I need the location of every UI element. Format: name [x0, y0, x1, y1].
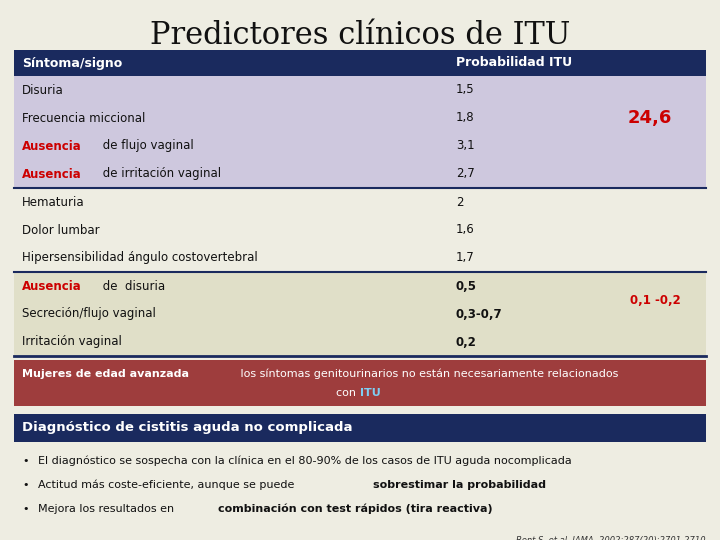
Text: Hipersensibilidad ángulo costovertebral: Hipersensibilidad ángulo costovertebral: [22, 252, 258, 265]
Text: Ausencia: Ausencia: [22, 139, 82, 152]
Text: Hematuria: Hematuria: [22, 195, 85, 208]
Text: sobrestimar la probabilidad: sobrestimar la probabilidad: [374, 480, 546, 490]
Text: Disuria: Disuria: [22, 84, 64, 97]
Bar: [14, 104, 706, 132]
Text: •: •: [22, 480, 29, 490]
Bar: [14, 272, 706, 300]
Text: Irritación vaginal: Irritación vaginal: [22, 335, 122, 348]
Text: Secreción/flujo vaginal: Secreción/flujo vaginal: [22, 307, 156, 321]
Text: Mejora los resultados en: Mejora los resultados en: [38, 504, 178, 514]
Text: Frecuencia miccional: Frecuencia miccional: [22, 111, 145, 125]
Text: de irritación vaginal: de irritación vaginal: [99, 167, 221, 180]
Bar: [14, 244, 706, 272]
Text: Bent S, et al. JAMA. 2002;287(20):2701-2710: Bent S, et al. JAMA. 2002;287(20):2701-2…: [516, 536, 706, 540]
Text: ITU: ITU: [360, 388, 381, 398]
Text: 3,1: 3,1: [456, 139, 474, 152]
Text: 24,6: 24,6: [628, 109, 672, 127]
Text: Dolor lumbar: Dolor lumbar: [22, 224, 99, 237]
Text: 0,2: 0,2: [456, 335, 477, 348]
Text: los síntomas genitourinarios no están necesariamente relacionados: los síntomas genitourinarios no están ne…: [238, 368, 619, 379]
Bar: [14, 414, 706, 442]
Text: de  disuria: de disuria: [99, 280, 165, 293]
Text: 1,7: 1,7: [456, 252, 474, 265]
Text: 1,6: 1,6: [456, 224, 474, 237]
Bar: [14, 360, 706, 406]
Text: Actitud más coste-eficiente, aunque se puede: Actitud más coste-eficiente, aunque se p…: [38, 480, 298, 490]
Text: 1,8: 1,8: [456, 111, 474, 125]
Bar: [14, 328, 706, 356]
Bar: [14, 76, 706, 104]
Text: combinación con test rápidos (tira reactiva): combinación con test rápidos (tira react…: [218, 504, 492, 515]
Text: 2: 2: [456, 195, 464, 208]
Text: Diagnóstico de cistitis aguda no complicada: Diagnóstico de cistitis aguda no complic…: [22, 422, 353, 435]
Text: •: •: [22, 456, 29, 466]
Text: 0,5: 0,5: [456, 280, 477, 293]
Text: Ausencia: Ausencia: [22, 167, 82, 180]
Text: Probabilidad ITU: Probabilidad ITU: [456, 57, 572, 70]
Text: 1,5: 1,5: [456, 84, 474, 97]
Bar: [14, 300, 706, 328]
Text: 2,7: 2,7: [456, 167, 474, 180]
Text: 0,1 -0,2: 0,1 -0,2: [629, 294, 680, 307]
Bar: [14, 216, 706, 244]
Bar: [14, 188, 706, 216]
Text: Mujeres de edad avanzada: Mujeres de edad avanzada: [22, 369, 189, 379]
Text: con: con: [336, 388, 360, 398]
Text: Síntoma/signo: Síntoma/signo: [22, 57, 122, 70]
Bar: [14, 132, 706, 160]
Text: 0,3-0,7: 0,3-0,7: [456, 307, 503, 321]
Text: Predictores clínicos de ITU: Predictores clínicos de ITU: [150, 20, 570, 51]
Bar: [14, 160, 706, 188]
Text: El diagnóstico se sospecha con la clínica en el 80-90% de los casos de ITU aguda: El diagnóstico se sospecha con la clínic…: [38, 456, 572, 467]
Text: •: •: [22, 504, 29, 514]
Text: de flujo vaginal: de flujo vaginal: [99, 139, 194, 152]
Bar: [14, 50, 706, 76]
Text: Ausencia: Ausencia: [22, 280, 82, 293]
